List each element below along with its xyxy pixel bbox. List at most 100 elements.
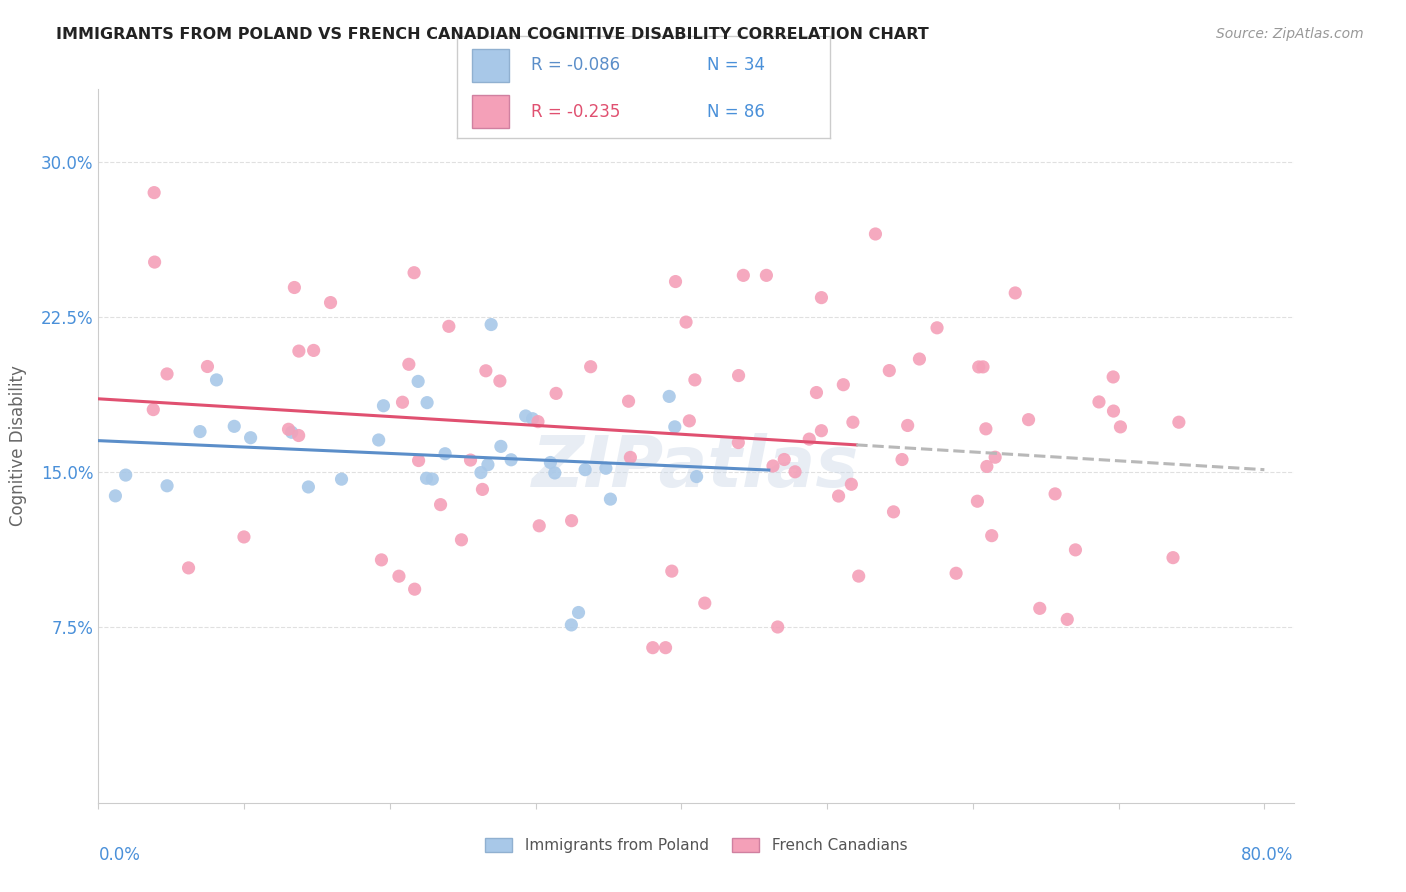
Point	[156, 367, 179, 381]
Point	[404, 582, 426, 597]
Point	[560, 618, 582, 632]
Point	[891, 452, 914, 467]
Point	[233, 530, 256, 544]
Point	[538, 456, 561, 470]
Point	[567, 606, 589, 620]
Point	[1109, 420, 1132, 434]
Point	[1018, 412, 1040, 426]
Point	[810, 291, 832, 305]
Point	[450, 533, 472, 547]
Point	[783, 465, 806, 479]
Point	[579, 359, 602, 374]
Point	[479, 318, 502, 332]
Point	[408, 453, 430, 467]
Point	[527, 415, 550, 429]
Point	[143, 255, 166, 269]
Text: IMMIGRANTS FROM POLAND VS FRENCH CANADIAN COGNITIVE DISABILITY CORRELATION CHART: IMMIGRANTS FROM POLAND VS FRENCH CANADIA…	[56, 27, 929, 42]
Point	[945, 566, 967, 581]
Point	[976, 459, 998, 474]
Point	[980, 529, 1002, 543]
Point	[367, 433, 389, 447]
Point	[967, 359, 990, 374]
Point	[489, 439, 512, 453]
Point	[288, 344, 311, 359]
Point	[330, 472, 353, 486]
Point	[654, 640, 676, 655]
Point	[661, 564, 683, 578]
Point	[404, 266, 426, 280]
Point	[733, 268, 755, 283]
Point	[841, 477, 863, 491]
Point	[280, 425, 302, 440]
Point	[574, 463, 596, 477]
Point	[177, 561, 200, 575]
Text: Source: ZipAtlas.com: Source: ZipAtlas.com	[1216, 27, 1364, 41]
Point	[755, 268, 778, 283]
Point	[470, 466, 492, 480]
Text: ZIPatlas: ZIPatlas	[533, 433, 859, 502]
Point	[683, 373, 706, 387]
Point	[882, 505, 904, 519]
Point	[283, 280, 305, 294]
Point	[1043, 487, 1066, 501]
Text: N = 86: N = 86	[707, 103, 765, 120]
FancyBboxPatch shape	[472, 95, 509, 128]
Point	[1167, 415, 1189, 429]
Point	[1102, 370, 1125, 384]
Point	[277, 422, 299, 436]
Point	[104, 489, 127, 503]
Point	[188, 425, 211, 439]
Point	[925, 321, 948, 335]
Point	[617, 394, 640, 409]
Point	[842, 415, 865, 429]
Point	[810, 424, 832, 438]
Point	[561, 514, 583, 528]
Point	[114, 468, 136, 483]
FancyBboxPatch shape	[472, 49, 509, 82]
Point	[664, 275, 686, 289]
Point	[1088, 395, 1111, 409]
Point	[197, 359, 219, 374]
Point	[501, 452, 523, 467]
Text: 80.0%: 80.0%	[1241, 846, 1294, 863]
Point	[142, 402, 165, 417]
Point	[1056, 612, 1078, 626]
Point	[799, 432, 821, 446]
Point	[848, 569, 870, 583]
Point	[489, 374, 512, 388]
Point	[302, 343, 325, 358]
Point	[908, 351, 931, 366]
Point	[477, 458, 499, 472]
Point	[832, 377, 855, 392]
Point	[762, 458, 785, 473]
Point	[685, 469, 707, 483]
Y-axis label: Cognitive Disability: Cognitive Disability	[8, 366, 27, 526]
Point	[239, 431, 262, 445]
Legend:  Immigrants from Poland,  French Canadians: Immigrants from Poland, French Canadians	[478, 832, 914, 859]
Point	[373, 399, 395, 413]
Point	[599, 492, 621, 507]
Point	[972, 359, 994, 374]
Point	[766, 620, 789, 634]
Text: R = -0.235: R = -0.235	[531, 103, 621, 120]
Point	[1161, 550, 1184, 565]
Point	[391, 395, 413, 409]
Point	[678, 414, 700, 428]
Point	[546, 386, 568, 401]
Point	[224, 419, 246, 434]
Point	[806, 385, 828, 400]
Text: 0.0%: 0.0%	[98, 846, 141, 863]
Point	[420, 472, 443, 486]
Point	[370, 553, 392, 567]
Point	[727, 435, 749, 450]
Point	[619, 450, 641, 465]
Point	[675, 315, 697, 329]
Point	[693, 596, 716, 610]
Point	[437, 319, 460, 334]
Point	[522, 411, 544, 425]
Point	[319, 295, 342, 310]
Point	[966, 494, 988, 508]
Point	[406, 375, 429, 389]
Point	[529, 518, 551, 533]
Point	[773, 452, 796, 467]
